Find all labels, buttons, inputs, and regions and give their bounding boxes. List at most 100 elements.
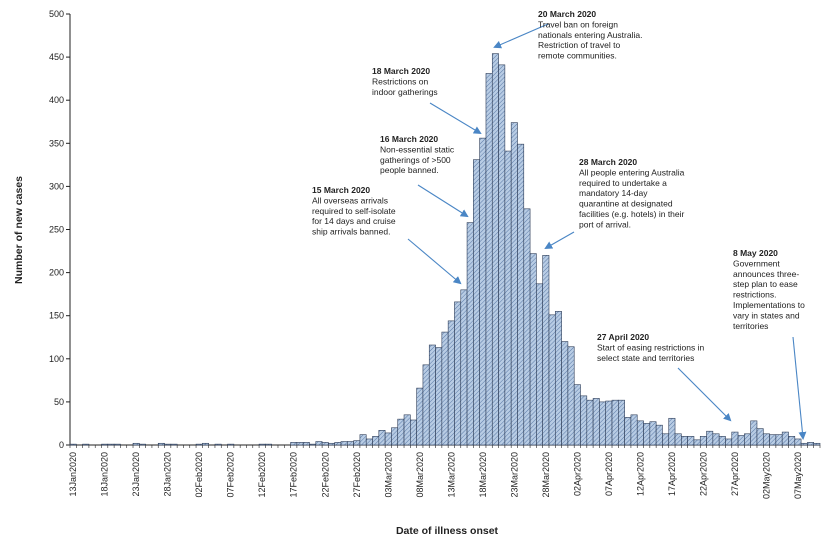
annotation-title: 27 April 2020 — [597, 332, 649, 342]
y-tick-label: 0 — [59, 440, 64, 450]
annotation-text: All people entering Australia — [579, 167, 685, 177]
x-tick-label: 28Jan2020 — [163, 452, 173, 497]
bar — [624, 417, 632, 446]
bar — [573, 384, 581, 446]
annotation-title: 16 March 2020 — [380, 134, 438, 144]
bar — [580, 395, 588, 446]
bar — [737, 435, 745, 446]
x-tick-label: 17Feb2020 — [289, 452, 299, 498]
y-axis-title: Number of new cases — [13, 176, 25, 284]
bar — [592, 398, 600, 446]
bar — [69, 443, 77, 446]
bar — [466, 222, 474, 446]
bar — [321, 442, 329, 446]
y-tick-label: 400 — [49, 95, 64, 105]
bar — [164, 443, 172, 446]
annotation-title: 28 March 2020 — [579, 157, 637, 167]
annotation-text: Implementations to — [733, 300, 805, 310]
bar — [422, 364, 430, 446]
bar — [410, 419, 417, 446]
bar — [636, 420, 644, 446]
x-tick-label: 23Mar2020 — [509, 452, 519, 498]
x-tick-label: 28Mar2020 — [541, 452, 551, 498]
bar — [265, 443, 272, 446]
bar — [82, 443, 90, 446]
annotation-text: indoor gatherings — [372, 87, 438, 97]
annotation-text: territories — [733, 321, 768, 331]
annotation-arrow — [677, 367, 732, 422]
annotation-text: Government — [733, 258, 780, 268]
bar — [699, 436, 707, 446]
bar — [441, 331, 449, 446]
bar — [807, 442, 814, 446]
bar — [523, 208, 531, 446]
bar — [769, 434, 777, 446]
bar — [328, 442, 336, 446]
bar — [706, 430, 714, 446]
bar — [649, 421, 657, 446]
annotation-text: restrictions. — [733, 290, 776, 300]
x-tick-label: 27Feb2020 — [352, 452, 362, 498]
x-tick-label: 03Mar2020 — [383, 452, 393, 498]
y-tick-label: 250 — [49, 225, 64, 235]
x-tick-label: 17Apr2020 — [667, 452, 677, 496]
annotation-text: select state and territories — [597, 353, 694, 363]
bar — [258, 443, 266, 446]
x-tick-label: 22Feb2020 — [320, 452, 330, 498]
bar — [643, 423, 651, 446]
bar — [384, 432, 392, 446]
x-tick-label: 02Feb2020 — [194, 452, 204, 498]
y-tick-label: 100 — [49, 354, 64, 364]
annotation-text: Non-essential static — [380, 144, 455, 154]
bar — [611, 399, 619, 446]
bar — [347, 441, 354, 446]
bar — [157, 442, 165, 446]
y-tick-label: 50 — [54, 397, 64, 407]
y-tick-label: 500 — [49, 9, 64, 19]
annotation-arrow — [792, 336, 807, 440]
bar — [365, 438, 373, 446]
bar — [454, 301, 462, 446]
annotation-text: vary in states and — [733, 310, 800, 320]
annotation-text: Travel ban on foreign — [538, 19, 618, 29]
bar — [435, 347, 443, 446]
bar — [756, 428, 764, 446]
bar — [548, 314, 556, 446]
bar — [372, 436, 380, 446]
bar — [687, 436, 695, 446]
annotation-arrow — [544, 231, 575, 249]
x-tick-label: 02May2020 — [761, 452, 771, 499]
bar — [618, 399, 625, 446]
annotation-text: people banned. — [380, 165, 439, 175]
annotation-text: remote communities. — [538, 51, 617, 61]
x-tick-label: 23Jan2020 — [131, 452, 141, 497]
bar — [107, 443, 115, 446]
annotation-text: gatherings of >500 — [380, 155, 451, 165]
annotation-text: for 14 days and cruise — [312, 216, 396, 226]
bar — [485, 73, 493, 446]
annotation-text: required to self-isolate — [312, 206, 396, 216]
x-tick-label: 22Apr2020 — [698, 452, 708, 496]
annotation-arrows — [407, 23, 807, 440]
bar — [693, 439, 701, 446]
bar-series — [69, 53, 821, 446]
annotation-text: ship arrivals banned. — [312, 227, 390, 237]
bar — [290, 442, 298, 446]
bar — [529, 253, 537, 446]
x-tick-label: 12Apr2020 — [635, 452, 645, 496]
bar — [214, 443, 222, 446]
annotation-text: All overseas arrivals — [312, 195, 388, 205]
bar — [788, 436, 796, 446]
annotation-text: Restriction of travel to — [538, 40, 620, 50]
bar — [655, 424, 663, 446]
bar — [403, 414, 411, 446]
annotation-arrow — [417, 184, 469, 218]
bar — [681, 436, 688, 446]
bar — [718, 436, 726, 446]
annotation-text: nationals entering Australia. — [538, 30, 642, 40]
x-tick-label: 07Feb2020 — [226, 452, 236, 498]
